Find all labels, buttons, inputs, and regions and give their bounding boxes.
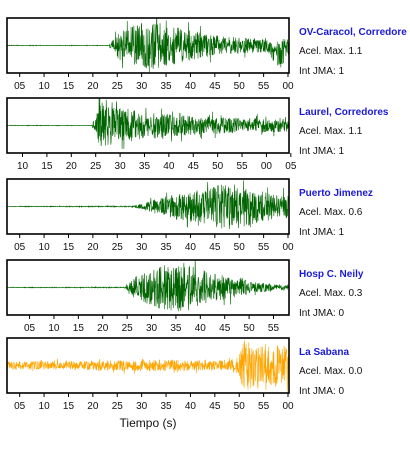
panel-frame — [6, 337, 290, 394]
x-tick-label: 25 — [90, 161, 102, 172]
x-tick-label: 45 — [209, 81, 221, 92]
max-acceleration-label: Acel. Max. 1.1 — [299, 46, 363, 57]
x-tick-label: 00 — [261, 161, 273, 172]
x-tick-label: 05 — [14, 242, 26, 253]
x-tick-label: 40 — [185, 401, 197, 412]
max-acceleration-label: Acel. Max. 0.0 — [299, 366, 363, 377]
panel-frame — [6, 178, 290, 235]
seismogram-panel: 05 10 15 20 25 30 35 40 45 50 55 Hosp C. Neily Acel.… — [6, 259, 364, 334]
panel-frame — [6, 259, 290, 316]
x-tick-label: 00 — [282, 401, 294, 412]
seismogram-panel: 05 10 15 20 25 30 35 40 45 50 55 00 La Sabana Acel. M… — [6, 337, 363, 412]
x-tick-label: 00 — [282, 81, 294, 92]
x-tick-label: 10 — [39, 242, 51, 253]
x-tick-label: 15 — [73, 323, 85, 334]
x-tick-label: 55 — [268, 323, 280, 334]
x-tick-label: 05 — [285, 161, 297, 172]
x-tick-label: 20 — [87, 242, 99, 253]
x-tick-label: 35 — [160, 81, 172, 92]
panel-frame — [6, 97, 290, 154]
x-tick-label: 15 — [63, 242, 75, 253]
x-tick-label: 20 — [87, 401, 99, 412]
x-tick-label: 15 — [63, 81, 75, 92]
x-tick-label: 05 — [14, 81, 26, 92]
seismogram-panel: 10 15 20 25 30 35 40 45 50 55 00 05 Laurel, Corredor… — [6, 97, 389, 172]
max-acceleration-label: Acel. Max. 0.3 — [299, 288, 363, 299]
x-tick-label: 25 — [112, 81, 124, 92]
jma-intensity-label: Int JMA: 1 — [299, 227, 344, 238]
x-tick-label: 10 — [48, 323, 60, 334]
x-tick-label: 45 — [209, 242, 221, 253]
waveform-trace — [7, 98, 289, 150]
x-tick-label: 50 — [234, 401, 246, 412]
x-tick-label: 50 — [234, 242, 246, 253]
station-title: La Sabana — [299, 347, 349, 358]
x-tick-label: 10 — [39, 81, 51, 92]
x-tick-label: 55 — [236, 161, 248, 172]
x-tick-label: 40 — [185, 242, 197, 253]
x-tick-label: 25 — [112, 242, 124, 253]
x-tick-label: 00 — [282, 242, 294, 253]
x-tick-label: 30 — [115, 161, 127, 172]
jma-intensity-label: Int JMA: 1 — [299, 66, 344, 77]
x-tick-label: 25 — [112, 401, 124, 412]
waveform-trace — [7, 18, 289, 73]
x-tick-label: 55 — [258, 401, 270, 412]
x-tick-label: 35 — [160, 401, 172, 412]
x-tick-label: 50 — [234, 81, 246, 92]
waveform-trace — [7, 180, 289, 229]
x-tick-label: 15 — [41, 161, 53, 172]
x-tick-label: 40 — [185, 81, 197, 92]
x-tick-label: 35 — [139, 161, 151, 172]
station-title: OV-Caracol, Corredore — [299, 27, 407, 38]
station-title: Puerto Jimenez — [299, 188, 373, 199]
station-title: Hosp C. Neily — [299, 269, 364, 280]
x-tick-label: 30 — [136, 401, 148, 412]
panel-frame — [6, 17, 290, 74]
x-tick-label: 55 — [258, 81, 270, 92]
x-tick-label: 35 — [170, 323, 182, 334]
x-tick-label: 30 — [136, 81, 148, 92]
x-tick-label: 55 — [258, 242, 270, 253]
x-tick-label: 45 — [209, 401, 221, 412]
x-tick-label: 15 — [63, 401, 75, 412]
max-acceleration-label: Acel. Max. 0.6 — [299, 207, 363, 218]
station-title: Laurel, Corredores — [299, 107, 389, 118]
x-tick-label: 20 — [97, 323, 109, 334]
x-tick-label: 30 — [146, 323, 158, 334]
x-tick-label: 20 — [66, 161, 78, 172]
x-tick-label: 40 — [195, 323, 207, 334]
x-tick-label: 40 — [163, 161, 175, 172]
waveform-trace — [7, 260, 289, 312]
x-tick-label: 45 — [188, 161, 200, 172]
x-tick-label: 25 — [122, 323, 134, 334]
x-tick-label: 35 — [160, 242, 172, 253]
x-tick-label: 05 — [14, 401, 26, 412]
x-tick-label: 05 — [24, 323, 36, 334]
x-tick-label: 45 — [219, 323, 231, 334]
jma-intensity-label: Int JMA: 0 — [299, 308, 344, 319]
x-tick-label: 50 — [212, 161, 224, 172]
x-axis-label: Tiempo (s) — [120, 416, 177, 430]
x-tick-label: 30 — [136, 242, 148, 253]
panels-container: 05 10 15 20 25 30 35 40 45 50 55 00 OV-Caracol, Corr… — [6, 17, 407, 412]
x-tick-label: 10 — [39, 401, 51, 412]
max-acceleration-label: Acel. Max. 1.1 — [299, 126, 363, 137]
waveform-trace — [7, 340, 289, 392]
seismogram-panel: 05 10 15 20 25 30 35 40 45 50 55 00 Puerto Jimenez Ac… — [6, 178, 373, 253]
seismogram-panel: 05 10 15 20 25 30 35 40 45 50 55 00 OV-Caracol, Corr… — [6, 17, 407, 92]
x-tick-label: 50 — [244, 323, 256, 334]
x-tick-label: 10 — [17, 161, 29, 172]
x-tick-label: 20 — [87, 81, 99, 92]
jma-intensity-label: Int JMA: 1 — [299, 146, 344, 157]
jma-intensity-label: Int JMA: 0 — [299, 386, 344, 397]
